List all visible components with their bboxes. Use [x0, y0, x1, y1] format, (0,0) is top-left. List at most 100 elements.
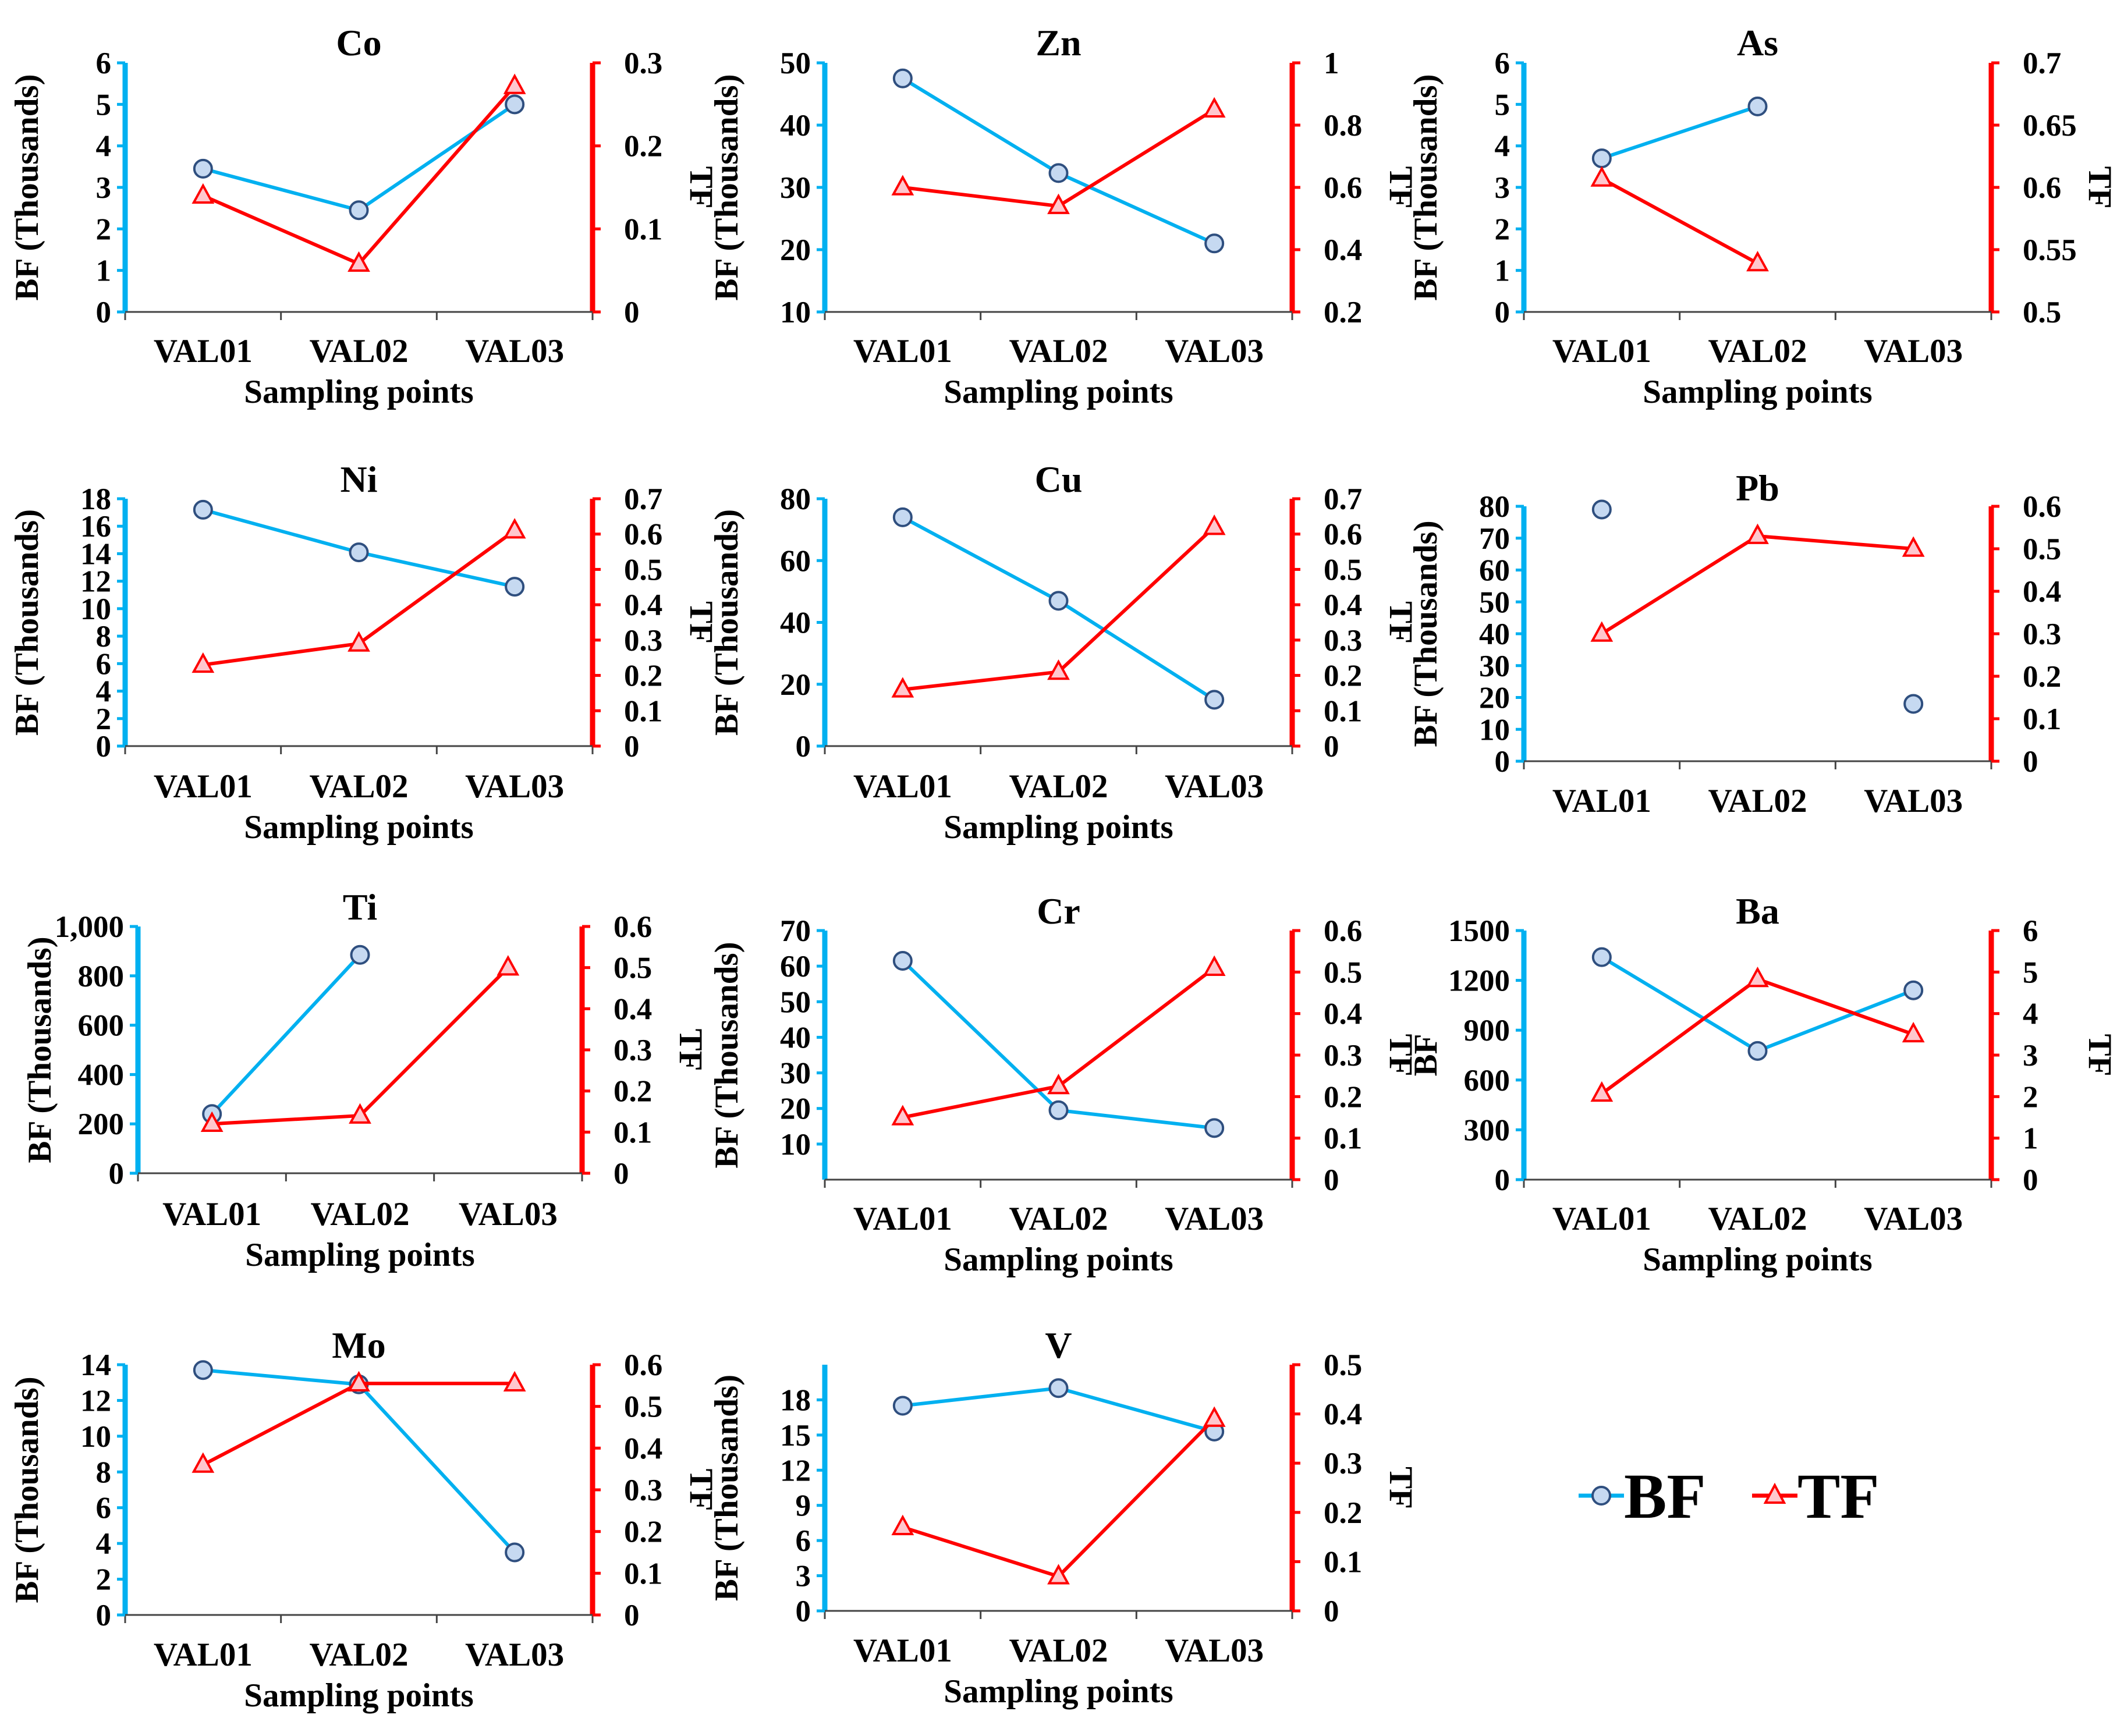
- series-line-segment: [1058, 1386, 1215, 1433]
- category-label: VAL03: [1864, 333, 1963, 370]
- y-axis-title: BF (Thousands): [9, 1376, 45, 1603]
- tf-point: [891, 677, 914, 698]
- left-tick-label: 1: [96, 254, 112, 288]
- tf-point: [1746, 966, 1769, 988]
- series-bf: [193, 499, 525, 597]
- right-tick-label: 0: [2023, 745, 2038, 779]
- series-line-segment: [902, 186, 1059, 208]
- category-label: VAL02: [1708, 783, 1807, 819]
- tf-point: [503, 518, 526, 539]
- right-tick-label: 0.8: [1324, 109, 1362, 143]
- left-tick-label: 50: [780, 985, 811, 1019]
- chart-title: Mo: [332, 1325, 385, 1366]
- legend-tf-marker: [1763, 1482, 1786, 1504]
- tf-point: [497, 955, 520, 976]
- series-tf: [192, 518, 526, 673]
- left-tick-label: 8: [96, 1455, 112, 1489]
- right-tick-label: 0.2: [1324, 296, 1362, 329]
- chart-ti: 0 200 400 600 800 1,000 0 0.1 0.2 0.3 0.4 0.5 0.6 VAL…: [22, 886, 709, 1273]
- left-tick-label: 5: [1495, 88, 1510, 122]
- right-tick-label: 0.3: [1324, 1039, 1362, 1073]
- right-tick-label: 0.4: [2023, 575, 2061, 609]
- category-label: VAL01: [154, 333, 253, 370]
- bf-point: [1591, 947, 1612, 967]
- left-tick-label: 40: [780, 1021, 811, 1055]
- x-axis-title: Sampling points: [944, 1673, 1173, 1710]
- left-tick-label: 0: [1495, 296, 1510, 329]
- series-line-segment: [1057, 526, 1216, 673]
- series-bf: [193, 94, 525, 221]
- series-bf: [892, 507, 1225, 710]
- left-tick-label: 800: [78, 960, 125, 993]
- left-tick-label: 4: [1495, 130, 1510, 164]
- x-axis-title: Sampling points: [944, 809, 1173, 846]
- tf-point: [1047, 1564, 1070, 1585]
- right-tick-label: 1: [1324, 47, 1339, 80]
- series-tf: [192, 1371, 526, 1473]
- y-axis-title: BF: [1407, 1034, 1444, 1077]
- right-tick-label: 0.6: [614, 910, 652, 944]
- bf-point: [1903, 980, 1924, 1000]
- chart-title: As: [1737, 22, 1778, 63]
- right-tick-label: 0: [2023, 1163, 2038, 1197]
- right-tick-label: 0.4: [624, 1432, 662, 1465]
- y2-axis-title: TF: [683, 1469, 719, 1511]
- right-tick-label: 0.5: [1324, 956, 1362, 989]
- x-axis-title: Sampling points: [244, 374, 473, 410]
- left-tick-label: 70: [780, 914, 811, 948]
- right-tick-label: 0.5: [624, 553, 662, 587]
- right-tick-label: 0.5: [2023, 296, 2061, 329]
- right-tick-label: 0.4: [1324, 1398, 1362, 1432]
- series-bf: [892, 68, 1225, 254]
- right-tick-label: 6: [2023, 914, 2038, 948]
- right-tick-label: 0: [624, 296, 640, 329]
- series-line-segment: [1601, 105, 1758, 160]
- tf-point: [1902, 536, 1925, 557]
- chart-title: Zn: [1036, 22, 1081, 63]
- tf-point: [1590, 166, 1614, 187]
- x-axis-title: Sampling points: [1643, 374, 1872, 410]
- left-tick-label: 30: [780, 1057, 811, 1091]
- left-tick-label: 3: [796, 1560, 811, 1593]
- category-label: VAL03: [465, 768, 564, 805]
- left-tick-label: 600: [78, 1009, 125, 1043]
- series-tf: [891, 514, 1226, 698]
- right-tick-label: 0.2: [624, 130, 662, 164]
- left-tick-label: 80: [1479, 490, 1510, 524]
- series-line-segment: [902, 670, 1059, 691]
- y2-axis-title: TF: [2082, 1034, 2118, 1077]
- left-tick-label: 0: [96, 296, 112, 329]
- bf-point: [892, 68, 913, 88]
- legend: BF TF: [1579, 1461, 1880, 1532]
- x-axis-title: Sampling points: [245, 1237, 474, 1273]
- chart-title: V: [1045, 1325, 1072, 1366]
- right-tick-label: 0.2: [624, 659, 662, 693]
- left-tick-label: 3: [1495, 171, 1510, 205]
- left-tick-label: 10: [1479, 713, 1510, 747]
- bf-point: [892, 507, 913, 527]
- left-tick-label: 9: [796, 1489, 811, 1523]
- category-label: VAL03: [1864, 1201, 1963, 1237]
- bf-point: [193, 158, 213, 179]
- chart-title: Pb: [1736, 467, 1779, 509]
- left-tick-label: 2: [96, 1563, 112, 1597]
- right-tick-label: 0.6: [1324, 171, 1362, 205]
- right-tick-label: 0.65: [2023, 109, 2077, 143]
- right-tick-label: 0.4: [614, 992, 652, 1026]
- left-tick-label: 0: [96, 730, 112, 764]
- series-line-segment: [357, 102, 516, 212]
- y2-axis-title: TF: [1382, 1467, 1419, 1509]
- right-tick-label: 0.6: [1324, 914, 1362, 948]
- series-tf: [891, 97, 1226, 214]
- y-axis-title: BF (Thousands): [1407, 520, 1444, 747]
- series-bf: [1591, 96, 1768, 169]
- right-tick-label: 0.2: [2023, 660, 2061, 694]
- bf-point: [505, 577, 525, 597]
- tf-point: [1746, 251, 1769, 272]
- left-tick-label: 4: [96, 1527, 112, 1561]
- series-line-segment: [1058, 171, 1215, 246]
- right-tick-label: 0.1: [614, 1116, 652, 1149]
